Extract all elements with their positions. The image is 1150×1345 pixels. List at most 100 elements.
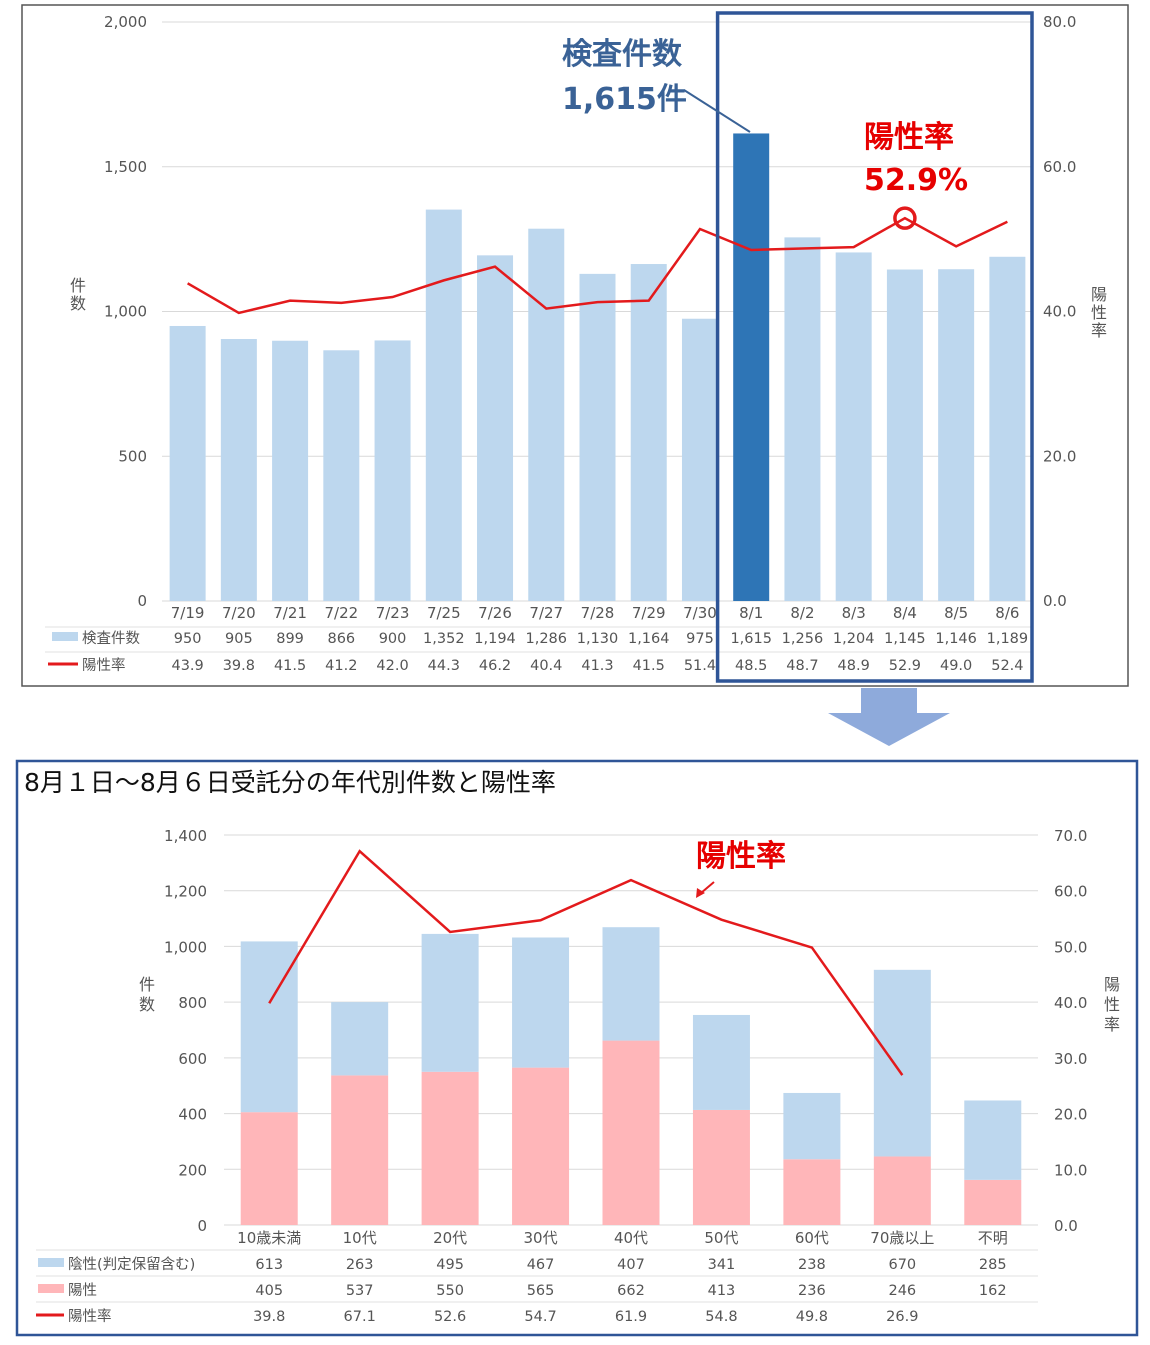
x-tick-label: 30代 xyxy=(524,1229,558,1247)
bar-negative xyxy=(512,937,570,1068)
x-tick-label: 8/2 xyxy=(790,604,814,622)
y2-tick-label: 70.0 xyxy=(1054,827,1087,845)
table-cell-rate: 61.9 xyxy=(615,1309,647,1325)
y2-tick-label: 50.0 xyxy=(1054,938,1087,956)
table-cell-rate: 49.8 xyxy=(796,1309,828,1325)
annotation-count-title: 検査件数 xyxy=(562,37,683,72)
legend-swatch-count xyxy=(52,632,78,641)
bar xyxy=(272,340,309,601)
legend-swatch-negative xyxy=(38,1258,64,1267)
legend-label-count: 検査件数 xyxy=(82,630,140,647)
table-cell-positive: 413 xyxy=(708,1283,736,1299)
bar-positive xyxy=(602,1040,660,1225)
table-cell-negative: 670 xyxy=(888,1257,916,1273)
table-cell-positive: 236 xyxy=(798,1283,826,1299)
bar-positive xyxy=(331,1075,389,1225)
table-cell-positive: 550 xyxy=(436,1283,464,1299)
table-cell-rate: 42.0 xyxy=(376,658,408,674)
table-cell-count: 1,145 xyxy=(884,631,926,647)
table-cell-negative: 285 xyxy=(979,1257,1007,1273)
x-tick-label: 8/6 xyxy=(995,604,1019,622)
x-tick-label: 7/30 xyxy=(683,604,717,622)
y-tick-label: 2,000 xyxy=(104,13,147,31)
table-cell-negative: 613 xyxy=(255,1257,283,1273)
table-cell-rate: 48.9 xyxy=(838,658,870,674)
bar xyxy=(374,340,411,601)
arrowhead-icon xyxy=(696,888,705,898)
x-tick-label: 7/29 xyxy=(632,604,666,622)
x-tick-label: 7/22 xyxy=(324,604,358,622)
y2-tick-label: 40.0 xyxy=(1043,303,1076,321)
table-cell-count: 905 xyxy=(225,631,253,647)
y2-tick-label: 10.0 xyxy=(1054,1161,1087,1179)
bar-positive xyxy=(783,1159,841,1225)
table-cell-rate: 39.8 xyxy=(253,1309,285,1325)
bar-negative xyxy=(240,941,298,1113)
table-cell-negative: 341 xyxy=(708,1257,736,1273)
table-cell-negative: 407 xyxy=(617,1257,645,1273)
y2-tick-label: 20.0 xyxy=(1043,447,1076,465)
x-tick-label: 7/20 xyxy=(222,604,256,622)
y-axis-title: 件 xyxy=(70,276,86,295)
table-cell-rate: 52.6 xyxy=(434,1309,466,1325)
bar-negative xyxy=(783,1092,841,1160)
table-cell-count: 1,204 xyxy=(833,631,875,647)
bar-negative xyxy=(692,1014,750,1110)
table-cell-rate: 51.4 xyxy=(684,658,716,674)
bar xyxy=(784,237,821,601)
bar xyxy=(425,209,462,601)
bar xyxy=(835,252,872,601)
y2-axis-title: 率 xyxy=(1104,1015,1120,1034)
bar-negative xyxy=(421,933,479,1072)
y2-tick-label: 60.0 xyxy=(1043,158,1076,176)
bar-highlight xyxy=(733,133,770,601)
x-tick-label: 7/21 xyxy=(273,604,307,622)
x-tick-label: 10代 xyxy=(343,1229,377,1247)
bar xyxy=(938,269,975,601)
x-tick-label: 8/1 xyxy=(739,604,763,622)
y-tick-label: 1,000 xyxy=(104,303,147,321)
table-cell-count: 1,189 xyxy=(987,631,1029,647)
annotation-rate-title: 陽性率 xyxy=(696,839,786,874)
annotation-leader xyxy=(683,89,751,133)
table-cell-rate: 46.2 xyxy=(479,658,511,674)
y2-tick-label: 40.0 xyxy=(1054,994,1087,1012)
table-cell-negative: 238 xyxy=(798,1257,826,1273)
y-tick-label: 500 xyxy=(118,447,147,465)
legend-label-negative: 陰性(判定保留含む) xyxy=(68,1256,195,1273)
chart-frame xyxy=(21,4,1129,687)
table-cell-rate: 52.4 xyxy=(991,658,1023,674)
y2-tick-label: 30.0 xyxy=(1054,1050,1087,1068)
bar xyxy=(220,339,257,601)
y2-tick-label: 0.0 xyxy=(1054,1217,1078,1235)
chart-frame xyxy=(15,759,1139,1337)
table-cell-positive: 162 xyxy=(979,1283,1007,1299)
x-tick-label: 40代 xyxy=(614,1229,648,1247)
y2-tick-label: 60.0 xyxy=(1054,883,1087,901)
table-cell-negative: 495 xyxy=(436,1257,464,1273)
bar xyxy=(630,264,667,601)
table-cell-rate: 49.0 xyxy=(940,658,972,674)
bar-positive xyxy=(421,1071,479,1225)
x-tick-label: 60代 xyxy=(795,1229,829,1247)
x-tick-label: 7/19 xyxy=(171,604,205,622)
table-cell-count: 1,194 xyxy=(474,631,516,647)
bar-positive xyxy=(240,1112,298,1225)
table-cell-rate: 48.5 xyxy=(735,658,767,674)
table-cell-rate: 48.7 xyxy=(786,658,818,674)
x-tick-label: 8/4 xyxy=(893,604,917,622)
y2-axis-title: 性 xyxy=(1104,995,1120,1014)
y2-axis-title: 性 xyxy=(1091,303,1107,322)
table-cell-rate: 40.4 xyxy=(530,658,562,674)
annotation-count-value: 1,615件 xyxy=(562,82,687,117)
bar xyxy=(681,318,718,601)
table-cell-positive: 662 xyxy=(617,1283,645,1299)
bar xyxy=(886,269,923,601)
y2-tick-label: 80.0 xyxy=(1043,13,1076,31)
y-tick-label: 0 xyxy=(137,592,147,610)
chart-age-breakdown: 8月１日～8月６日受託分の年代別件数と陽性率 0 200 400 600 800 1,000… xyxy=(15,759,1139,1337)
bar xyxy=(989,256,1026,601)
table-cell-positive: 246 xyxy=(888,1283,916,1299)
bar-positive xyxy=(692,1109,750,1225)
table-cell-count: 1,164 xyxy=(628,631,670,647)
